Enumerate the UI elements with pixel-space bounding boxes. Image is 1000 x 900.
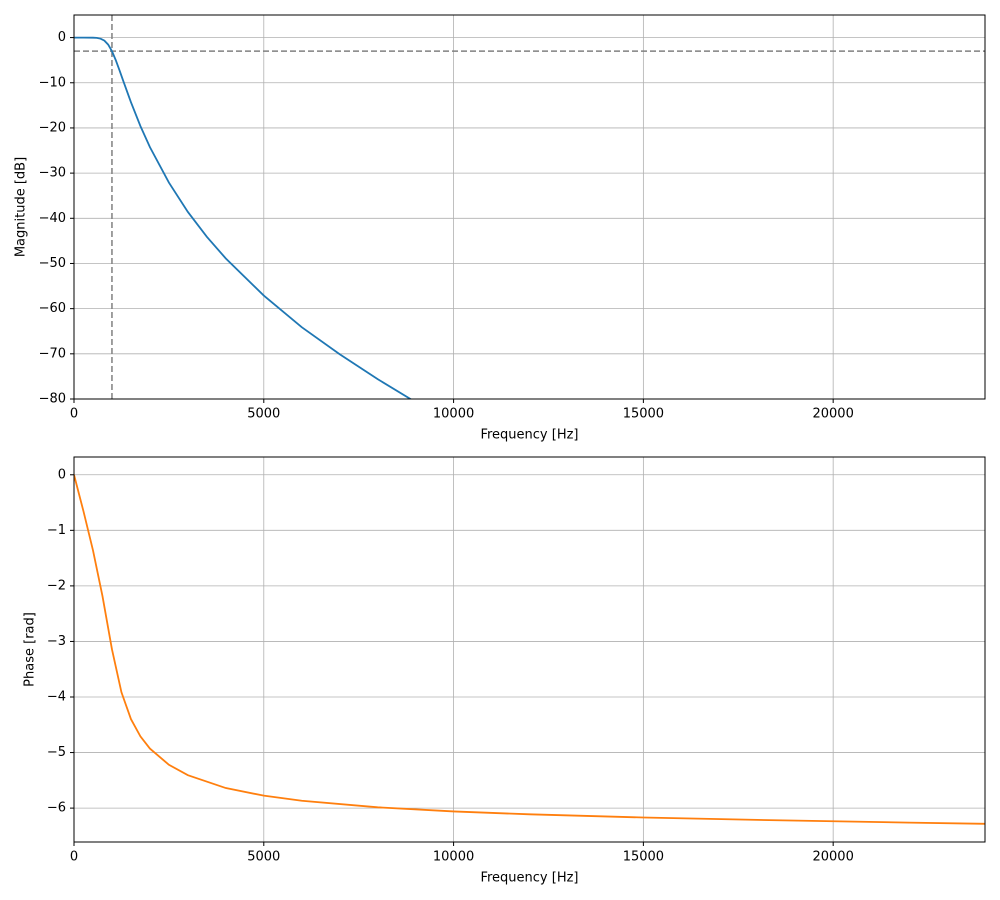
y-axis-label: Phase [rad] xyxy=(23,612,38,687)
x-axis-label: Frequency [Hz] xyxy=(480,871,578,886)
x-tick-label: 0 xyxy=(70,407,78,422)
y-axis-label: Magnitude [dB] xyxy=(14,157,29,257)
x-tick-label: 10000 xyxy=(433,850,474,865)
subplot: 0 5000 10000 15000 20000 −6 −5 −4 −3 −2 −1 0 Frequen… xyxy=(23,456,986,886)
y-tick-label: −80 xyxy=(39,392,66,407)
y-tick-label: −4 xyxy=(47,690,66,705)
y-tick-label: −2 xyxy=(47,578,66,593)
y-tick-label: 0 xyxy=(58,30,66,45)
subplot: 0 5000 10000 15000 20000 −80 −70 −60 −50 −40 −30 −2… xyxy=(14,14,986,443)
y-tick-label: −3 xyxy=(47,634,66,649)
y-tick-label: −70 xyxy=(39,346,66,361)
y-tick-label: −30 xyxy=(39,166,66,181)
x-tick-label: 15000 xyxy=(623,850,664,865)
y-tick-label: −10 xyxy=(39,75,66,90)
y-tick-label: −40 xyxy=(39,211,66,226)
x-tick-label: 10000 xyxy=(433,407,474,422)
y-tick-label: −1 xyxy=(47,523,66,538)
y-tick-label: −60 xyxy=(39,301,66,316)
x-tick-label: 5000 xyxy=(247,850,280,865)
x-axis-label: Frequency [Hz] xyxy=(480,428,578,443)
data-line xyxy=(74,474,985,825)
axes-frame xyxy=(73,456,986,843)
y-tick-label: −20 xyxy=(39,120,66,135)
x-tick-label: 20000 xyxy=(812,407,853,422)
y-tick-label: −5 xyxy=(47,745,66,760)
x-tick-label: 20000 xyxy=(812,850,853,865)
data-line xyxy=(74,36,413,399)
axes-frame xyxy=(73,14,986,400)
x-tick-label: 0 xyxy=(70,850,78,865)
x-tick-label: 15000 xyxy=(623,407,664,422)
y-tick-label: −50 xyxy=(39,256,66,271)
x-tick-label: 5000 xyxy=(247,407,280,422)
y-tick-label: 0 xyxy=(58,467,66,482)
y-tick-label: −6 xyxy=(47,801,66,816)
